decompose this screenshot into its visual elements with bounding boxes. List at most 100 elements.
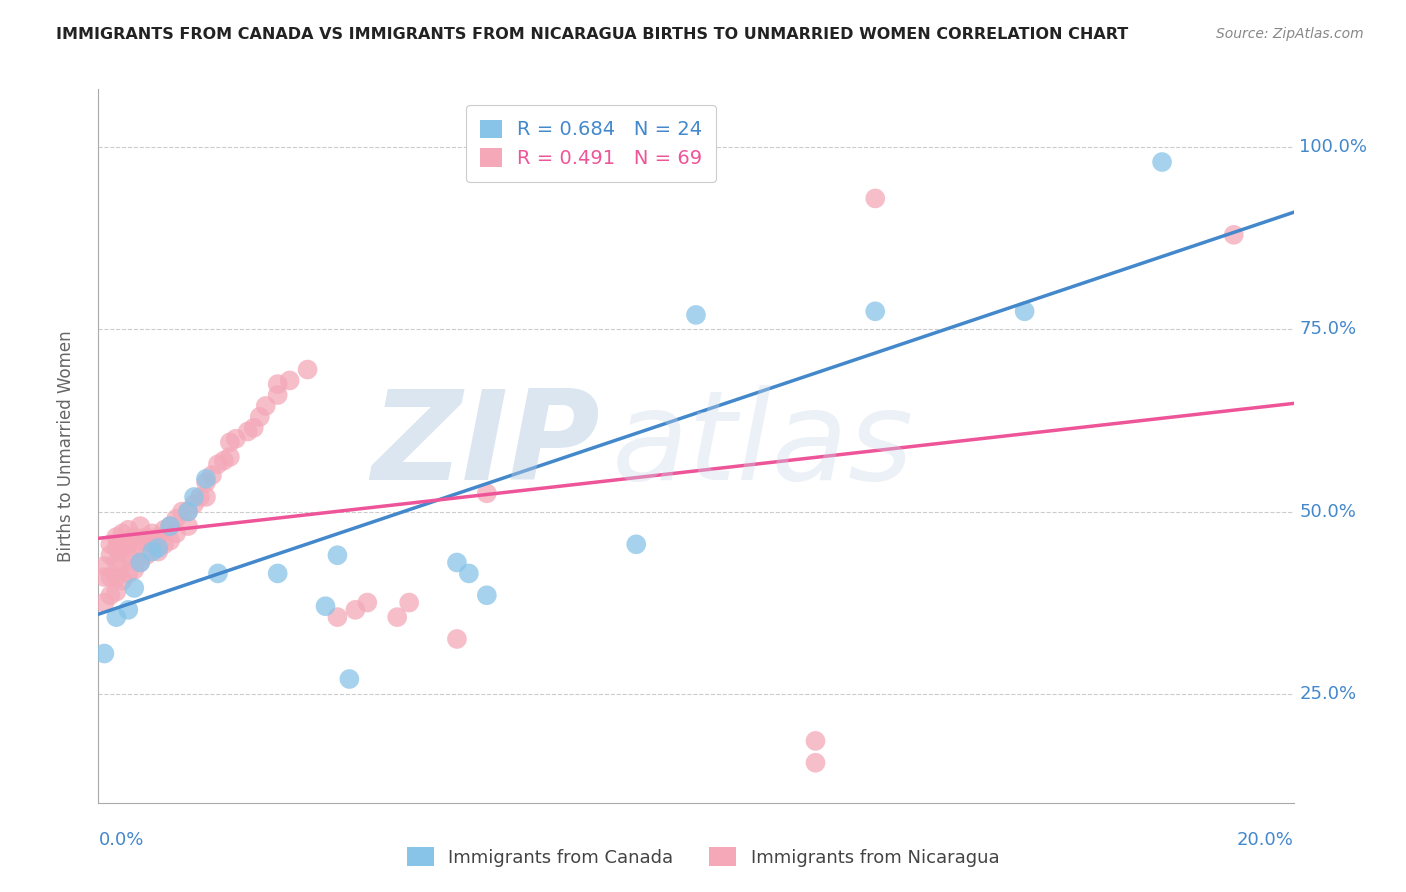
- Legend: R = 0.684   N = 24, R = 0.491   N = 69: R = 0.684 N = 24, R = 0.491 N = 69: [465, 105, 716, 182]
- Point: [148, 530, 170, 544]
- Point: [326, 548, 349, 562]
- Point: [356, 596, 378, 610]
- Text: 20.0%: 20.0%: [1237, 831, 1294, 849]
- Point: [111, 556, 134, 570]
- Point: [236, 425, 259, 439]
- Text: atlas: atlas: [613, 385, 914, 507]
- Point: [93, 570, 115, 584]
- Text: IMMIGRANTS FROM CANADA VS IMMIGRANTS FROM NICARAGUA BIRTHS TO UNMARRIED WOMEN CO: IMMIGRANTS FROM CANADA VS IMMIGRANTS FRO…: [56, 27, 1129, 42]
- Point: [117, 566, 139, 581]
- Text: 0.0%: 0.0%: [98, 831, 143, 849]
- Point: [398, 596, 420, 610]
- Point: [124, 530, 146, 544]
- Point: [135, 548, 157, 562]
- Point: [98, 537, 122, 551]
- Point: [129, 533, 152, 548]
- Point: [165, 512, 187, 526]
- Point: [165, 526, 187, 541]
- Point: [249, 409, 271, 424]
- Point: [207, 566, 229, 581]
- Point: [111, 526, 134, 541]
- Point: [475, 486, 498, 500]
- Point: [141, 526, 163, 541]
- Point: [117, 548, 139, 562]
- Point: [159, 519, 181, 533]
- Point: [1014, 304, 1036, 318]
- Point: [188, 490, 211, 504]
- Point: [148, 541, 170, 555]
- Point: [98, 588, 122, 602]
- Point: [124, 563, 146, 577]
- Point: [124, 581, 146, 595]
- Point: [135, 530, 157, 544]
- Point: [267, 377, 290, 392]
- Point: [183, 497, 205, 511]
- Point: [105, 570, 128, 584]
- Point: [207, 457, 229, 471]
- Point: [1223, 227, 1246, 242]
- Point: [446, 632, 468, 646]
- Point: [183, 490, 205, 504]
- Point: [195, 472, 218, 486]
- Point: [267, 566, 290, 581]
- Point: [111, 541, 134, 555]
- Point: [117, 537, 139, 551]
- Text: Source: ZipAtlas.com: Source: ZipAtlas.com: [1216, 27, 1364, 41]
- Point: [446, 556, 468, 570]
- Point: [865, 304, 887, 318]
- Point: [475, 588, 498, 602]
- Point: [93, 647, 115, 661]
- Y-axis label: Births to Unmarried Women: Births to Unmarried Women: [56, 330, 75, 562]
- Point: [141, 544, 163, 558]
- Point: [177, 504, 200, 518]
- Point: [804, 756, 827, 770]
- Point: [458, 566, 481, 581]
- Point: [339, 672, 361, 686]
- Point: [804, 734, 827, 748]
- Point: [105, 530, 128, 544]
- Point: [315, 599, 337, 614]
- Point: [685, 308, 707, 322]
- Point: [385, 610, 409, 624]
- Point: [141, 537, 163, 551]
- Text: 75.0%: 75.0%: [1299, 320, 1357, 338]
- Text: 50.0%: 50.0%: [1299, 502, 1357, 521]
- Point: [177, 519, 200, 533]
- Point: [159, 533, 181, 548]
- Point: [177, 504, 200, 518]
- Point: [1152, 155, 1174, 169]
- Point: [148, 544, 170, 558]
- Point: [278, 374, 301, 388]
- Point: [626, 537, 648, 551]
- Text: 25.0%: 25.0%: [1299, 684, 1357, 703]
- Point: [159, 519, 181, 533]
- Point: [225, 432, 247, 446]
- Point: [243, 421, 266, 435]
- Point: [267, 388, 290, 402]
- Point: [254, 399, 277, 413]
- Point: [117, 603, 139, 617]
- Text: ZIP: ZIP: [371, 385, 600, 507]
- Point: [111, 574, 134, 588]
- Point: [195, 490, 218, 504]
- Point: [219, 435, 242, 450]
- Point: [117, 523, 139, 537]
- Point: [219, 450, 242, 464]
- Point: [195, 475, 218, 490]
- Point: [297, 362, 319, 376]
- Point: [212, 453, 235, 467]
- Point: [172, 504, 194, 518]
- Point: [105, 541, 128, 555]
- Point: [129, 556, 152, 570]
- Point: [865, 191, 887, 205]
- Point: [129, 519, 152, 533]
- Text: 100.0%: 100.0%: [1299, 138, 1368, 156]
- Point: [98, 570, 122, 584]
- Point: [124, 541, 146, 555]
- Legend: Immigrants from Canada, Immigrants from Nicaragua: Immigrants from Canada, Immigrants from …: [399, 840, 1007, 874]
- Point: [129, 556, 152, 570]
- Point: [326, 610, 349, 624]
- Point: [153, 523, 176, 537]
- Point: [201, 468, 224, 483]
- Point: [105, 556, 128, 570]
